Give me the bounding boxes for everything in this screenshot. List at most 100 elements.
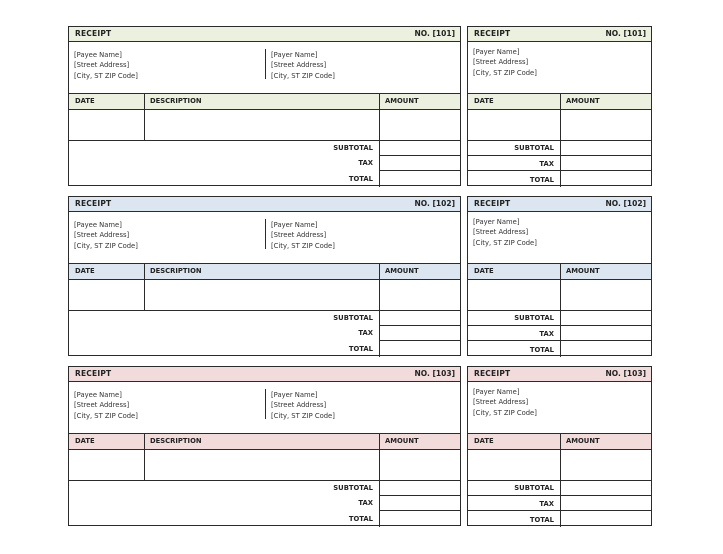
tax-line [379, 340, 460, 341]
items-bottom-line [468, 480, 651, 481]
payee-street: [Street Address] [74, 401, 130, 410]
payee-city: [City, ST ZIP Code] [74, 411, 138, 420]
receipt-number: NO. [101] [605, 29, 646, 38]
payer-street: [Street Address] [473, 398, 529, 407]
payee-name: [Payee Name] [74, 221, 122, 229]
payee-name: [Payee Name] [74, 391, 122, 399]
date-header: DATE [75, 97, 95, 105]
items-bottom-line [69, 140, 460, 141]
column-header: DATE DESCRIPTION AMOUNT [69, 93, 460, 110]
payer-divider [265, 219, 266, 249]
amount-header: AMOUNT [566, 437, 600, 445]
receipt-103-main: RECEIPT NO. [103] [Payee Name] [Street A… [68, 366, 461, 527]
payer-city: [City, ST ZIP Code] [473, 238, 537, 247]
date-col-divider [144, 433, 145, 481]
receipt-title: RECEIPT [75, 369, 112, 378]
tax-label: TAX [358, 499, 373, 507]
total-label: TOTAL [529, 346, 554, 354]
tax-label: TAX [358, 159, 373, 167]
receipt-101-main: RECEIPT NO. [101] [Payee Name] [Street A… [68, 26, 461, 187]
receipt-header: RECEIPT NO. [101] [69, 27, 460, 42]
description-header: DESCRIPTION [150, 97, 202, 105]
receipt-title: RECEIPT [474, 369, 511, 378]
column-header: DATE AMOUNT [468, 93, 651, 110]
payer-city: [City, ST ZIP Code] [271, 241, 335, 250]
subtotal-label: SUBTOTAL [333, 144, 373, 152]
date-header: DATE [474, 267, 494, 275]
tax-line [468, 340, 651, 341]
receipt-header: RECEIPT NO. [101] [468, 27, 651, 42]
total-label: TOTAL [348, 175, 373, 183]
tax-label: TAX [358, 329, 373, 337]
payer-name: [Payer Name] [473, 388, 520, 396]
date-header: DATE [474, 437, 494, 445]
column-header: DATE DESCRIPTION AMOUNT [69, 263, 460, 280]
subtotal-label: SUBTOTAL [333, 314, 373, 322]
column-header: DATE AMOUNT [468, 433, 651, 450]
receipt-102-stub: RECEIPT NO. [102] [Payer Name] [Street A… [467, 196, 652, 357]
subtotal-line [379, 325, 460, 326]
date-col-divider [144, 93, 145, 141]
receipt-header: RECEIPT NO. [103] [468, 367, 651, 382]
payee-address: [Payee Name] [Street Address] [City, ST … [74, 220, 138, 251]
payer-address: [Payer Name] [Street Address] [City, ST … [473, 387, 537, 418]
payee-street: [Street Address] [74, 61, 130, 70]
total-label: TOTAL [529, 516, 554, 524]
receipt-102-main: RECEIPT NO. [102] [Payee Name] [Street A… [68, 196, 461, 357]
payer-street: [Street Address] [271, 401, 327, 410]
date-col-divider [144, 263, 145, 311]
items-bottom-line [468, 140, 651, 141]
column-header: DATE DESCRIPTION AMOUNT [69, 433, 460, 450]
payer-name: [Payer Name] [473, 48, 520, 56]
payer-address: [Payer Name] [Street Address] [City, ST … [473, 217, 537, 248]
amount-header: AMOUNT [566, 97, 600, 105]
tax-line [379, 510, 460, 511]
amount-header: AMOUNT [385, 267, 419, 275]
tax-label: TAX [539, 160, 554, 168]
payer-name: [Payer Name] [473, 218, 520, 226]
items-bottom-line [69, 480, 460, 481]
total-label: TOTAL [348, 515, 373, 523]
payer-street: [Street Address] [473, 228, 529, 237]
payer-street: [Street Address] [271, 61, 327, 70]
date-header: DATE [474, 97, 494, 105]
receipt-number: NO. [103] [605, 369, 646, 378]
items-bottom-line [468, 310, 651, 311]
receipt-101-stub: RECEIPT NO. [101] [Payer Name] [Street A… [467, 26, 652, 187]
amount-header: AMOUNT [385, 437, 419, 445]
receipt-number: NO. [103] [414, 369, 455, 378]
amount-header: AMOUNT [566, 267, 600, 275]
payer-address: [Payer Name] [Street Address] [City, ST … [271, 50, 335, 81]
subtotal-label: SUBTOTAL [333, 484, 373, 492]
receipt-title: RECEIPT [474, 199, 511, 208]
payer-street: [Street Address] [271, 231, 327, 240]
tax-label: TAX [539, 330, 554, 338]
payee-address: [Payee Name] [Street Address] [City, ST … [74, 390, 138, 421]
payer-address: [Payer Name] [Street Address] [City, ST … [271, 220, 335, 251]
receipt-number: NO. [102] [414, 199, 455, 208]
receipt-title: RECEIPT [75, 199, 112, 208]
tax-line [468, 170, 651, 171]
receipt-number: NO. [101] [414, 29, 455, 38]
total-label: TOTAL [348, 345, 373, 353]
amount-header: AMOUNT [385, 97, 419, 105]
receipt-103-stub: RECEIPT NO. [103] [Payer Name] [Street A… [467, 366, 652, 527]
date-header: DATE [75, 267, 95, 275]
receipt-header: RECEIPT NO. [103] [69, 367, 460, 382]
tax-label: TAX [539, 500, 554, 508]
date-header: DATE [75, 437, 95, 445]
receipt-header: RECEIPT NO. [102] [69, 197, 460, 212]
payer-divider [265, 49, 266, 79]
payer-divider [265, 389, 266, 419]
total-label: TOTAL [529, 176, 554, 184]
receipt-title: RECEIPT [474, 29, 511, 38]
payer-name: [Payer Name] [271, 51, 318, 59]
tax-line [468, 510, 651, 511]
payer-city: [City, ST ZIP Code] [271, 71, 335, 80]
receipt-number: NO. [102] [605, 199, 646, 208]
payer-city: [City, ST ZIP Code] [473, 408, 537, 417]
payee-street: [Street Address] [74, 231, 130, 240]
payer-name: [Payer Name] [271, 391, 318, 399]
tax-line [379, 170, 460, 171]
payer-city: [City, ST ZIP Code] [473, 68, 537, 77]
